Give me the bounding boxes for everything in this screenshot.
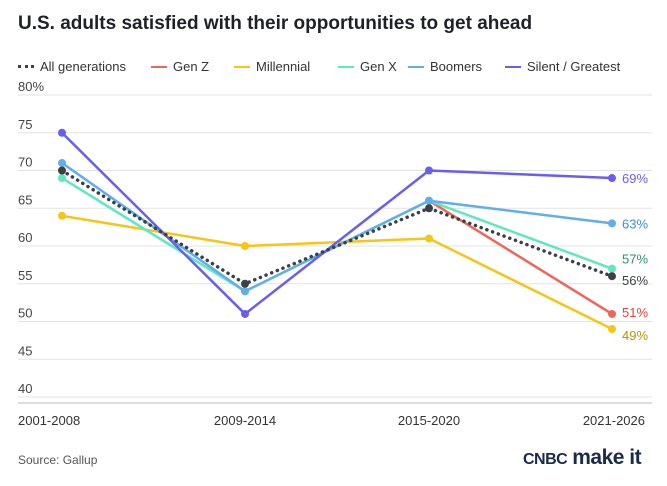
legend-item-all-generations: All generations xyxy=(18,59,126,74)
legend-swatch-boomers xyxy=(408,65,424,68)
y-tick-label: 65 xyxy=(18,192,32,207)
y-tick-label: 75 xyxy=(18,117,32,132)
data-point-gen-x xyxy=(58,174,66,183)
legend-swatch-gen-x xyxy=(338,65,354,68)
series-line-silent-greatest xyxy=(60,131,614,316)
legend-item-millennial: Millennial xyxy=(234,59,310,74)
data-point-silent-greatest xyxy=(425,166,433,175)
end-label-gen-z: 51% xyxy=(622,305,648,320)
y-tick-label: 40 xyxy=(18,381,32,396)
data-point-boomers xyxy=(608,219,616,228)
data-point-gen-x xyxy=(608,264,616,273)
x-tick-label: 2009-2014 xyxy=(214,413,276,428)
legend-item-boomers: Boomers xyxy=(408,59,482,74)
brand-cnbc-logo: CNBC xyxy=(523,451,568,468)
data-point-millennial xyxy=(241,242,249,250)
brand-make-it-logo: make it xyxy=(572,446,642,469)
data-point-silent-greatest xyxy=(241,309,249,318)
data-point-all-generations xyxy=(241,279,249,288)
data-point-boomers xyxy=(241,287,249,296)
brand-logo: CNBC make it xyxy=(523,446,642,470)
end-label-gen-x: 57% xyxy=(622,252,648,267)
x-tick-label: 2001-2008 xyxy=(18,413,80,428)
data-point-millennial xyxy=(425,234,433,243)
y-tick-label: 55 xyxy=(18,268,32,283)
chart-title: U.S. adults satisfied with their opportu… xyxy=(18,13,533,34)
chart-legend: All generations Gen Z Millennial Gen X B… xyxy=(18,59,658,77)
end-label-millennial: 49% xyxy=(622,328,648,343)
x-tick-label: 2021-2026 xyxy=(583,413,645,428)
source-note: Source: Gallup xyxy=(18,453,98,467)
data-point-all-generations xyxy=(608,272,616,281)
data-point-millennial xyxy=(608,325,616,334)
end-label-boomers: 63% xyxy=(622,216,648,231)
legend-item-silent-greatest: Silent / Greatest xyxy=(505,59,620,74)
legend-item-gen-z: Gen Z xyxy=(151,59,209,74)
legend-swatch-gen-z xyxy=(151,65,167,68)
legend-swatch-millennial xyxy=(234,65,250,68)
data-point-millennial xyxy=(58,211,66,220)
data-point-all-generations xyxy=(58,166,66,175)
data-point-boomers xyxy=(58,158,66,167)
data-point-silent-greatest xyxy=(58,128,66,137)
legend-swatch-silent-greatest xyxy=(505,65,521,68)
y-tick-label: 45 xyxy=(18,343,32,358)
y-tick-label: 70 xyxy=(18,155,32,170)
x-tick-label: 2015-2020 xyxy=(398,413,460,428)
legend-item-gen-x: Gen X xyxy=(338,59,397,74)
legend-label-gen-x: Gen X xyxy=(360,59,397,74)
series-line-gen-x xyxy=(60,176,614,293)
end-label-all-generations: 56% xyxy=(622,273,648,288)
y-tick-label: 50 xyxy=(18,306,32,321)
series-line-all-generations xyxy=(60,168,614,286)
y-tick-label: 60 xyxy=(18,230,32,245)
legend-label-boomers: Boomers xyxy=(430,59,483,74)
legend-label-millennial: Millennial xyxy=(256,59,311,74)
end-label-silent-greatest: 69% xyxy=(622,171,648,186)
data-point-boomers xyxy=(425,196,433,205)
y-tick-label: 80% xyxy=(18,79,44,94)
data-point-gen-z xyxy=(608,309,616,318)
data-point-silent-greatest xyxy=(608,174,616,183)
series-line-boomers xyxy=(60,161,614,293)
series-line-millennial xyxy=(60,214,614,331)
legend-label-all-generations: All generations xyxy=(40,59,126,74)
legend-swatch-all-generations xyxy=(18,65,34,68)
legend-label-gen-z: Gen Z xyxy=(173,59,210,74)
data-point-all-generations xyxy=(425,204,433,213)
legend-label-silent-greatest: Silent / Greatest xyxy=(527,59,621,74)
